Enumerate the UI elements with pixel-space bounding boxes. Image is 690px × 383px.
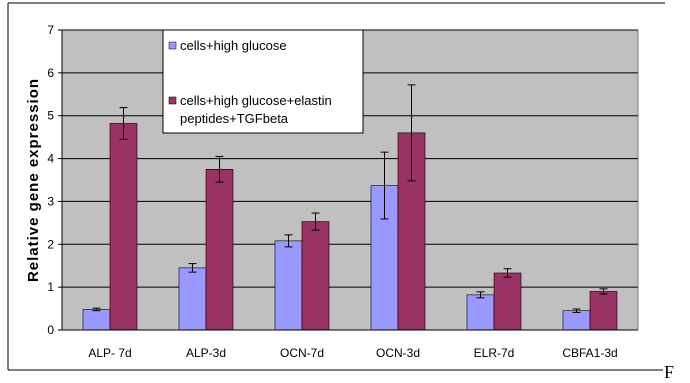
bars [82, 123, 618, 331]
y-tick-label: 6 [47, 66, 54, 80]
bar-series-2 [205, 168, 234, 331]
y-axis-label: Relative gene expression [25, 78, 42, 282]
y-tick-label: 5 [47, 109, 54, 123]
x-category-label: CBFA1-3d [562, 346, 617, 360]
bar-series-2 [301, 221, 330, 331]
x-category-label: ELR-7d [474, 346, 515, 360]
bar-series-1 [82, 309, 111, 331]
bar-series-2 [109, 123, 138, 331]
y-tick-label: 4 [47, 152, 54, 166]
bar-series-1 [178, 267, 207, 331]
bar-series-2 [493, 272, 522, 331]
legend-label-series-2-line-2: peptides+TGFbeta [180, 111, 289, 126]
x-category-label: ALP- 7d [88, 346, 131, 360]
y-tick-label: 0 [47, 323, 54, 337]
x-category-label: ALP-3d [186, 346, 226, 360]
legend-box [162, 29, 364, 134]
x-category-label: OCN-3d [376, 346, 420, 360]
x-category-label: OCN-7d [280, 346, 324, 360]
legend-label-series-1: cells+high glucose [180, 38, 287, 53]
y-tick-label: 3 [47, 194, 54, 208]
legend-swatch-series-1 [168, 41, 177, 50]
legend-label-series-2-line-1: cells+high glucose+elastin [180, 93, 332, 108]
bar-series-1 [274, 240, 303, 331]
trailing-glyph: F [664, 362, 674, 382]
error-bars [92, 84, 608, 313]
y-axis-ticks: 0 1 2 3 4 5 6 7 [47, 23, 62, 337]
legend-swatch-series-2 [168, 96, 177, 105]
y-tick-label: 7 [47, 23, 54, 37]
x-axis-categories: ALP- 7d ALP-3d OCN-7d OCN-3d ELR-7d CBFA1-3d [88, 346, 617, 360]
legend: cells+high glucose cells+high glucose+el… [162, 29, 364, 134]
y-tick-label: 2 [47, 237, 54, 251]
bar-series-1 [562, 310, 591, 331]
bar-series-2 [589, 291, 618, 331]
bar-series-1 [466, 294, 495, 331]
y-tick-label: 1 [47, 280, 54, 294]
